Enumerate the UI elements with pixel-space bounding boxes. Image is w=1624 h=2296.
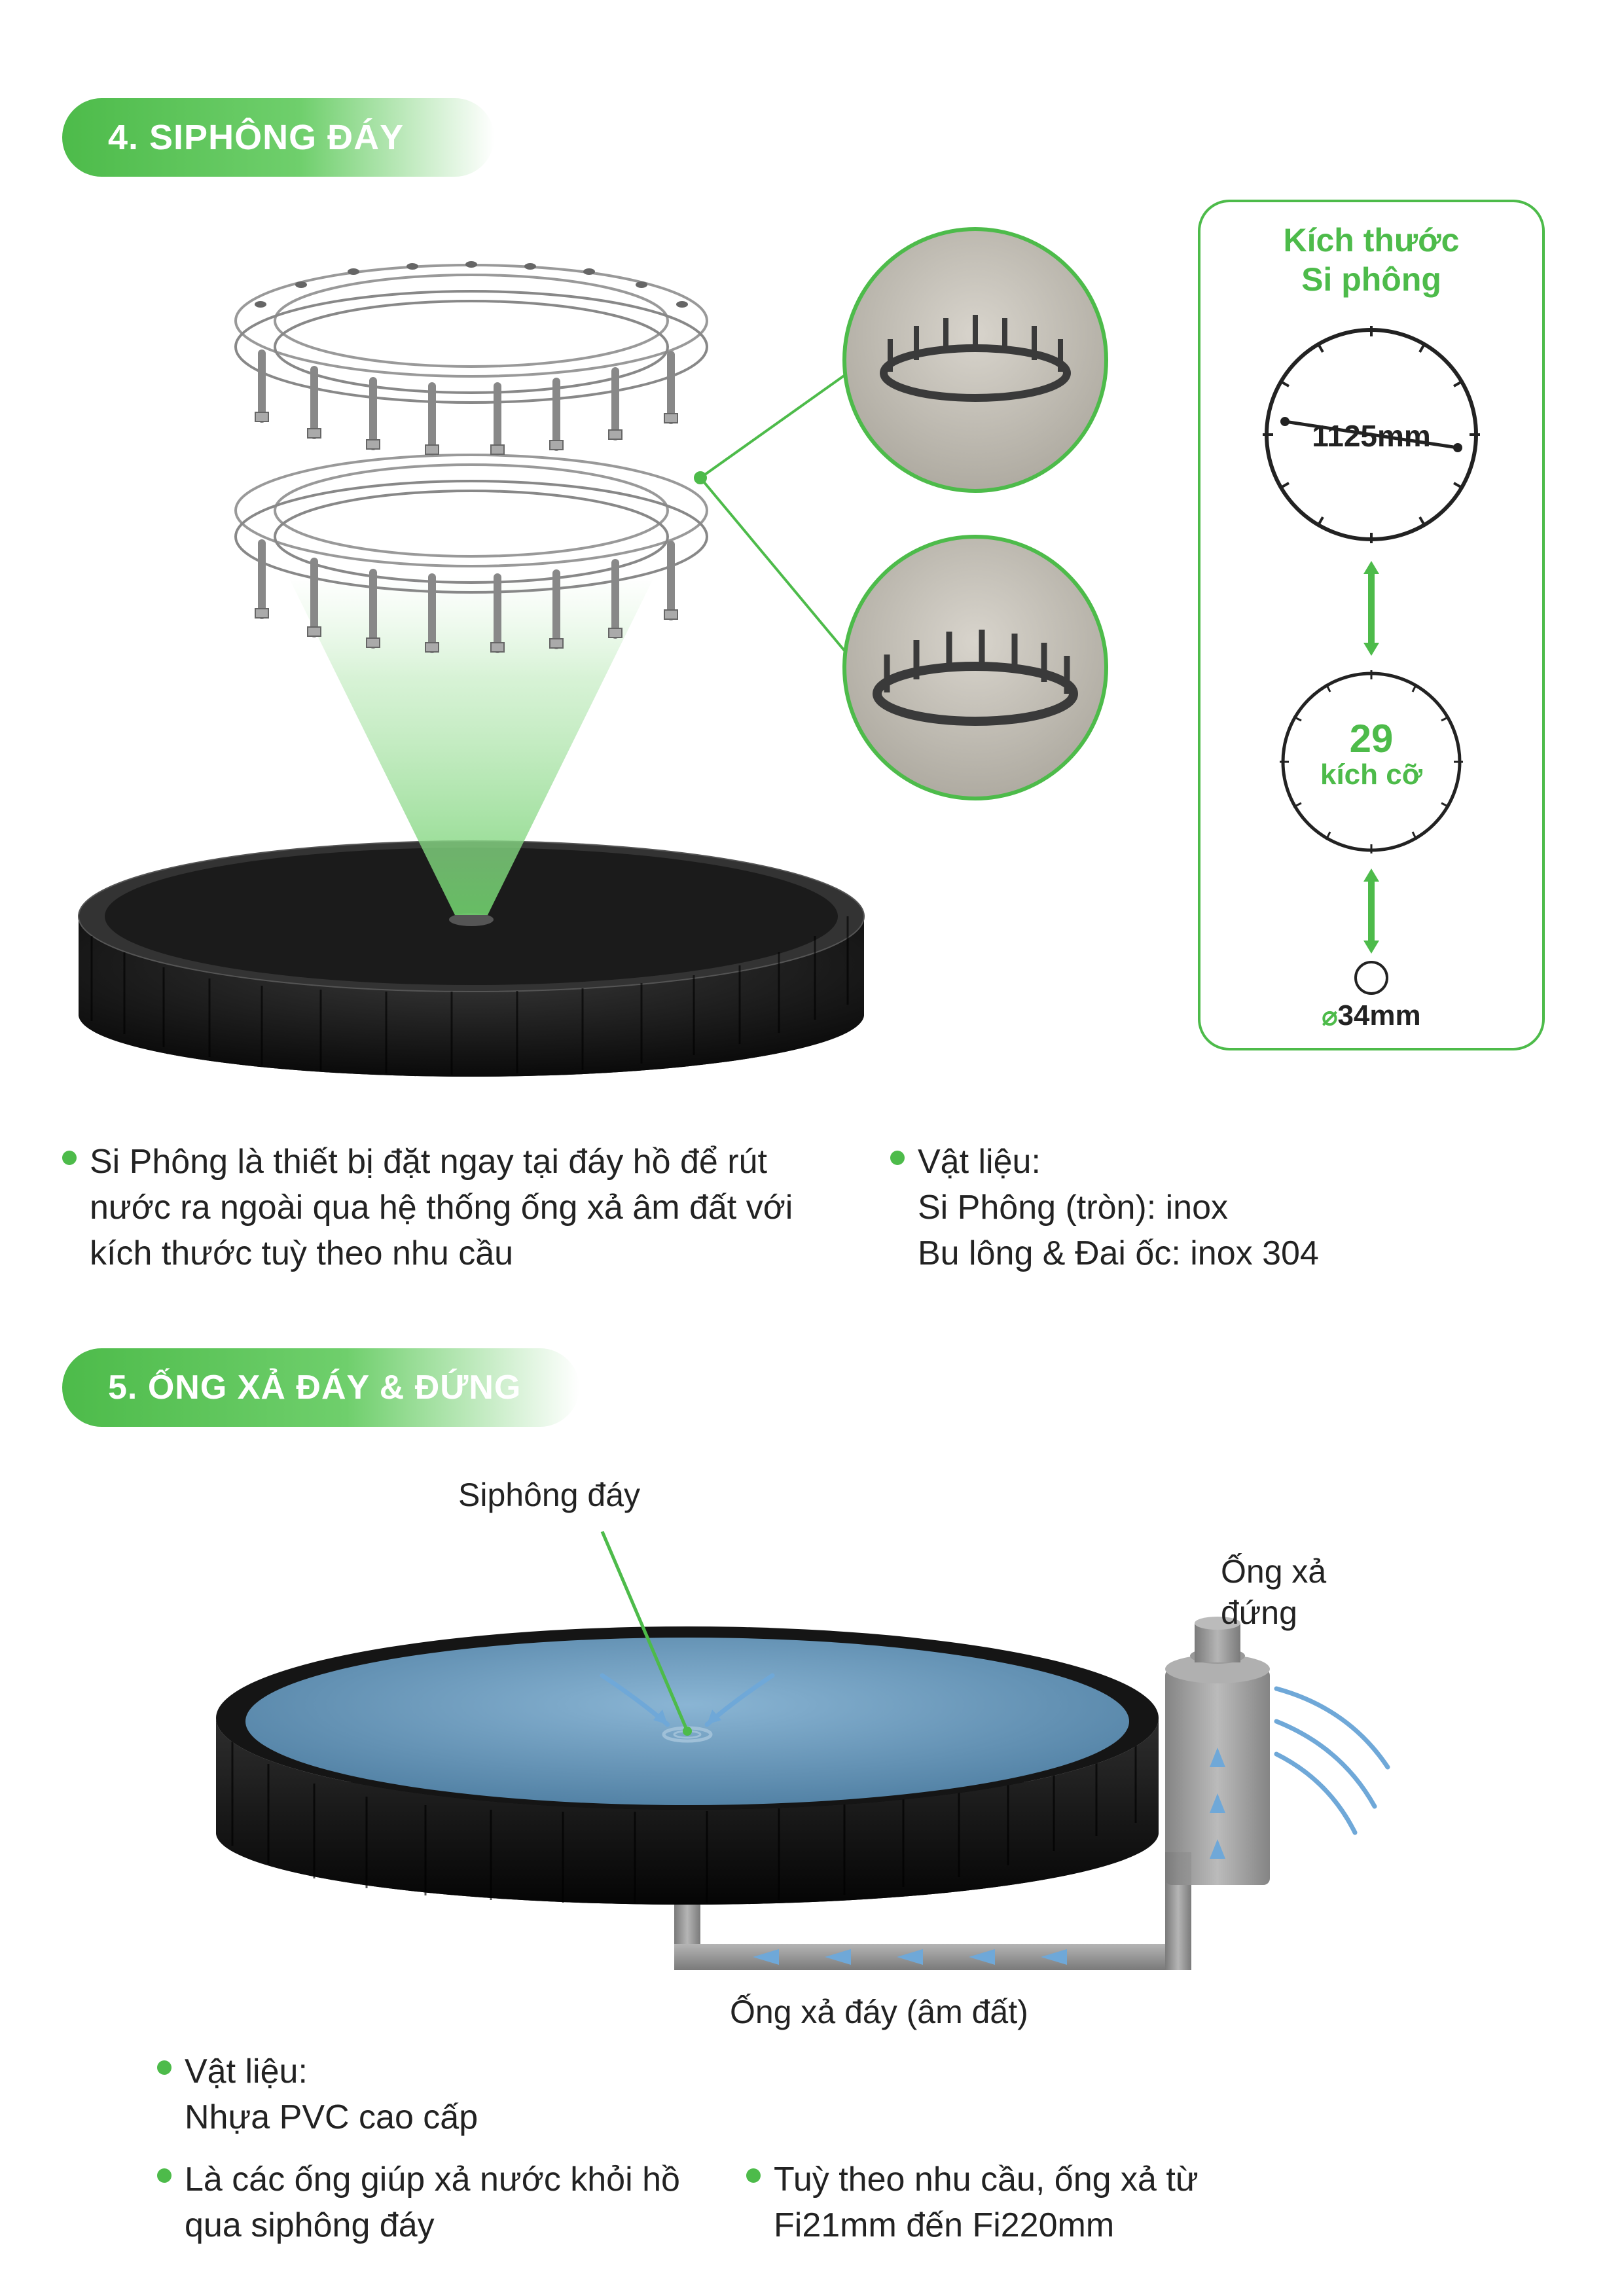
section5-bullet-3-text: Tuỳ theo nhu cầu, ống xả từ Fi21mm đến F… (774, 2157, 1290, 2248)
bottom-pipe-callout-label: Ống xả đáy (âm đất) (730, 1993, 1028, 2031)
section5-diagram (131, 1460, 1506, 1996)
standpipe (1165, 1617, 1270, 1885)
size-mid-num: 29 (1200, 719, 1542, 759)
tank-with-water (216, 1626, 1159, 1905)
standpipe-callout-label: Ống xả đứng (1221, 1551, 1326, 1633)
section4-header-text: 4. SIPHÔNG ĐÁY (108, 117, 404, 158)
section5-bullet-1-label: Vật liệu: (185, 2053, 308, 2090)
size-small-value: ⌀34mm (1200, 999, 1542, 1032)
section4-bullet-2: Vật liệu: Si Phông (tròn): inox Bu lông … (890, 1139, 1558, 1277)
section5-header: 5. ỐNG XẢ ĐÁY & ĐỨNG (62, 1348, 579, 1427)
section4-bullet-1-text: Si Phông là thiết bị đặt ngay tại đáy hồ… (90, 1139, 854, 1277)
size-large-value: 1125mm (1200, 418, 1542, 454)
photo-circle-2 (844, 537, 1106, 798)
section4-bullet-2-l1: Si Phông (tròn): inox (918, 1189, 1228, 1227)
section5-bullet-2: Là các ống giúp xả nước khỏi hồ qua siph… (157, 2157, 713, 2248)
size-mid-label: kích cỡ (1200, 759, 1542, 791)
section4-bullet-2-l2: Bu lông & Đai ốc: inox 304 (918, 1234, 1319, 1272)
connector-lines (695, 373, 848, 655)
size-arrow-2 (1358, 869, 1384, 954)
section5-header-text: 5. ỐNG XẢ ĐÁY & ĐỨNG (108, 1368, 521, 1407)
section5-bullet-1-l1: Nhựa PVC cao cấp (185, 2098, 478, 2136)
section4-header: 4. SIPHÔNG ĐÁY (62, 98, 494, 177)
size-ring-small (1352, 958, 1391, 997)
size-panel: Kích thước Si phông 1125mm (1198, 200, 1545, 1050)
section4-bullet-1: Si Phông là thiết bị đặt ngay tại đáy hồ… (62, 1139, 854, 1277)
section5-bullet-1: Vật liệu: Nhựa PVC cao cấp (157, 2049, 674, 2140)
section5-bullet-3: Tuỳ theo nhu cầu, ống xả từ Fi21mm đến F… (746, 2157, 1290, 2248)
size-panel-title-l1: Kích thước (1284, 222, 1460, 259)
siphon-callout-label: Siphông đáy (458, 1476, 640, 1514)
section5-bullet-2-text: Là các ống giúp xả nước khỏi hồ qua siph… (185, 2157, 713, 2248)
section4-bullet-2-label: Vật liệu: (918, 1143, 1041, 1181)
size-arrow-1 (1358, 561, 1384, 656)
photo-circle-1 (844, 229, 1106, 491)
overflow-spurts (1276, 1689, 1388, 1833)
section4-diagram (39, 196, 1185, 1132)
size-panel-title-l2: Si phông (1301, 261, 1441, 298)
